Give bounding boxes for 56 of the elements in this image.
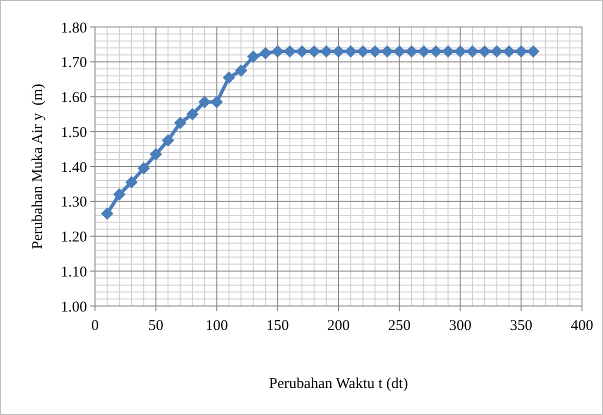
point xyxy=(442,45,454,58)
point xyxy=(113,188,126,200)
y-tick-label: 1.10 xyxy=(60,264,87,280)
point xyxy=(393,45,406,58)
point xyxy=(210,96,223,108)
point xyxy=(150,148,162,160)
point xyxy=(418,45,430,58)
x-tick-label: 50 xyxy=(148,318,164,334)
point xyxy=(186,108,198,120)
point xyxy=(478,45,491,58)
point xyxy=(126,176,138,188)
x-tick-label: 300 xyxy=(449,318,472,334)
point xyxy=(247,50,260,63)
point xyxy=(235,64,248,77)
y-tick-label: 1.80 xyxy=(60,20,87,36)
point xyxy=(296,45,308,58)
point xyxy=(284,45,296,58)
point xyxy=(138,162,150,174)
y-tick-label: 1.70 xyxy=(60,55,87,72)
point xyxy=(320,45,332,58)
point xyxy=(502,45,515,58)
y-tick-label: 1.40 xyxy=(60,160,87,176)
point xyxy=(527,45,540,58)
point xyxy=(162,134,174,146)
x-tick-label: 0 xyxy=(91,318,99,334)
y-tick-label: 1.60 xyxy=(60,90,87,106)
x-axis-title: Perubahan Waktu t (dt) xyxy=(269,376,408,392)
x-tick-label: 250 xyxy=(388,318,411,334)
point xyxy=(381,45,394,58)
point xyxy=(356,45,369,58)
point xyxy=(308,45,320,58)
x-tick-label: 200 xyxy=(327,318,350,334)
point xyxy=(369,45,382,58)
x-tick-label: 150 xyxy=(266,318,289,334)
point xyxy=(174,116,186,129)
point xyxy=(259,47,272,60)
x-tick-label: 400 xyxy=(570,318,594,334)
point xyxy=(454,45,466,58)
y-axis-title: Perubahan Muka Air y (m) xyxy=(30,84,46,250)
point xyxy=(515,45,528,58)
point xyxy=(466,45,478,58)
x-tick-label: 100 xyxy=(206,318,228,334)
point xyxy=(406,45,418,58)
point xyxy=(490,45,503,58)
y-tick-label: 1.30 xyxy=(60,194,87,211)
point xyxy=(430,45,442,58)
y-tick-label: 1.50 xyxy=(60,124,87,141)
point xyxy=(332,45,344,58)
point xyxy=(272,45,284,58)
point xyxy=(222,72,235,84)
point xyxy=(198,96,211,108)
point xyxy=(344,45,357,58)
y-tick-label: 1.00 xyxy=(60,299,87,316)
y-tick-label: 1.20 xyxy=(60,230,87,246)
x-tick-label: 350 xyxy=(510,318,532,334)
point xyxy=(101,208,114,220)
